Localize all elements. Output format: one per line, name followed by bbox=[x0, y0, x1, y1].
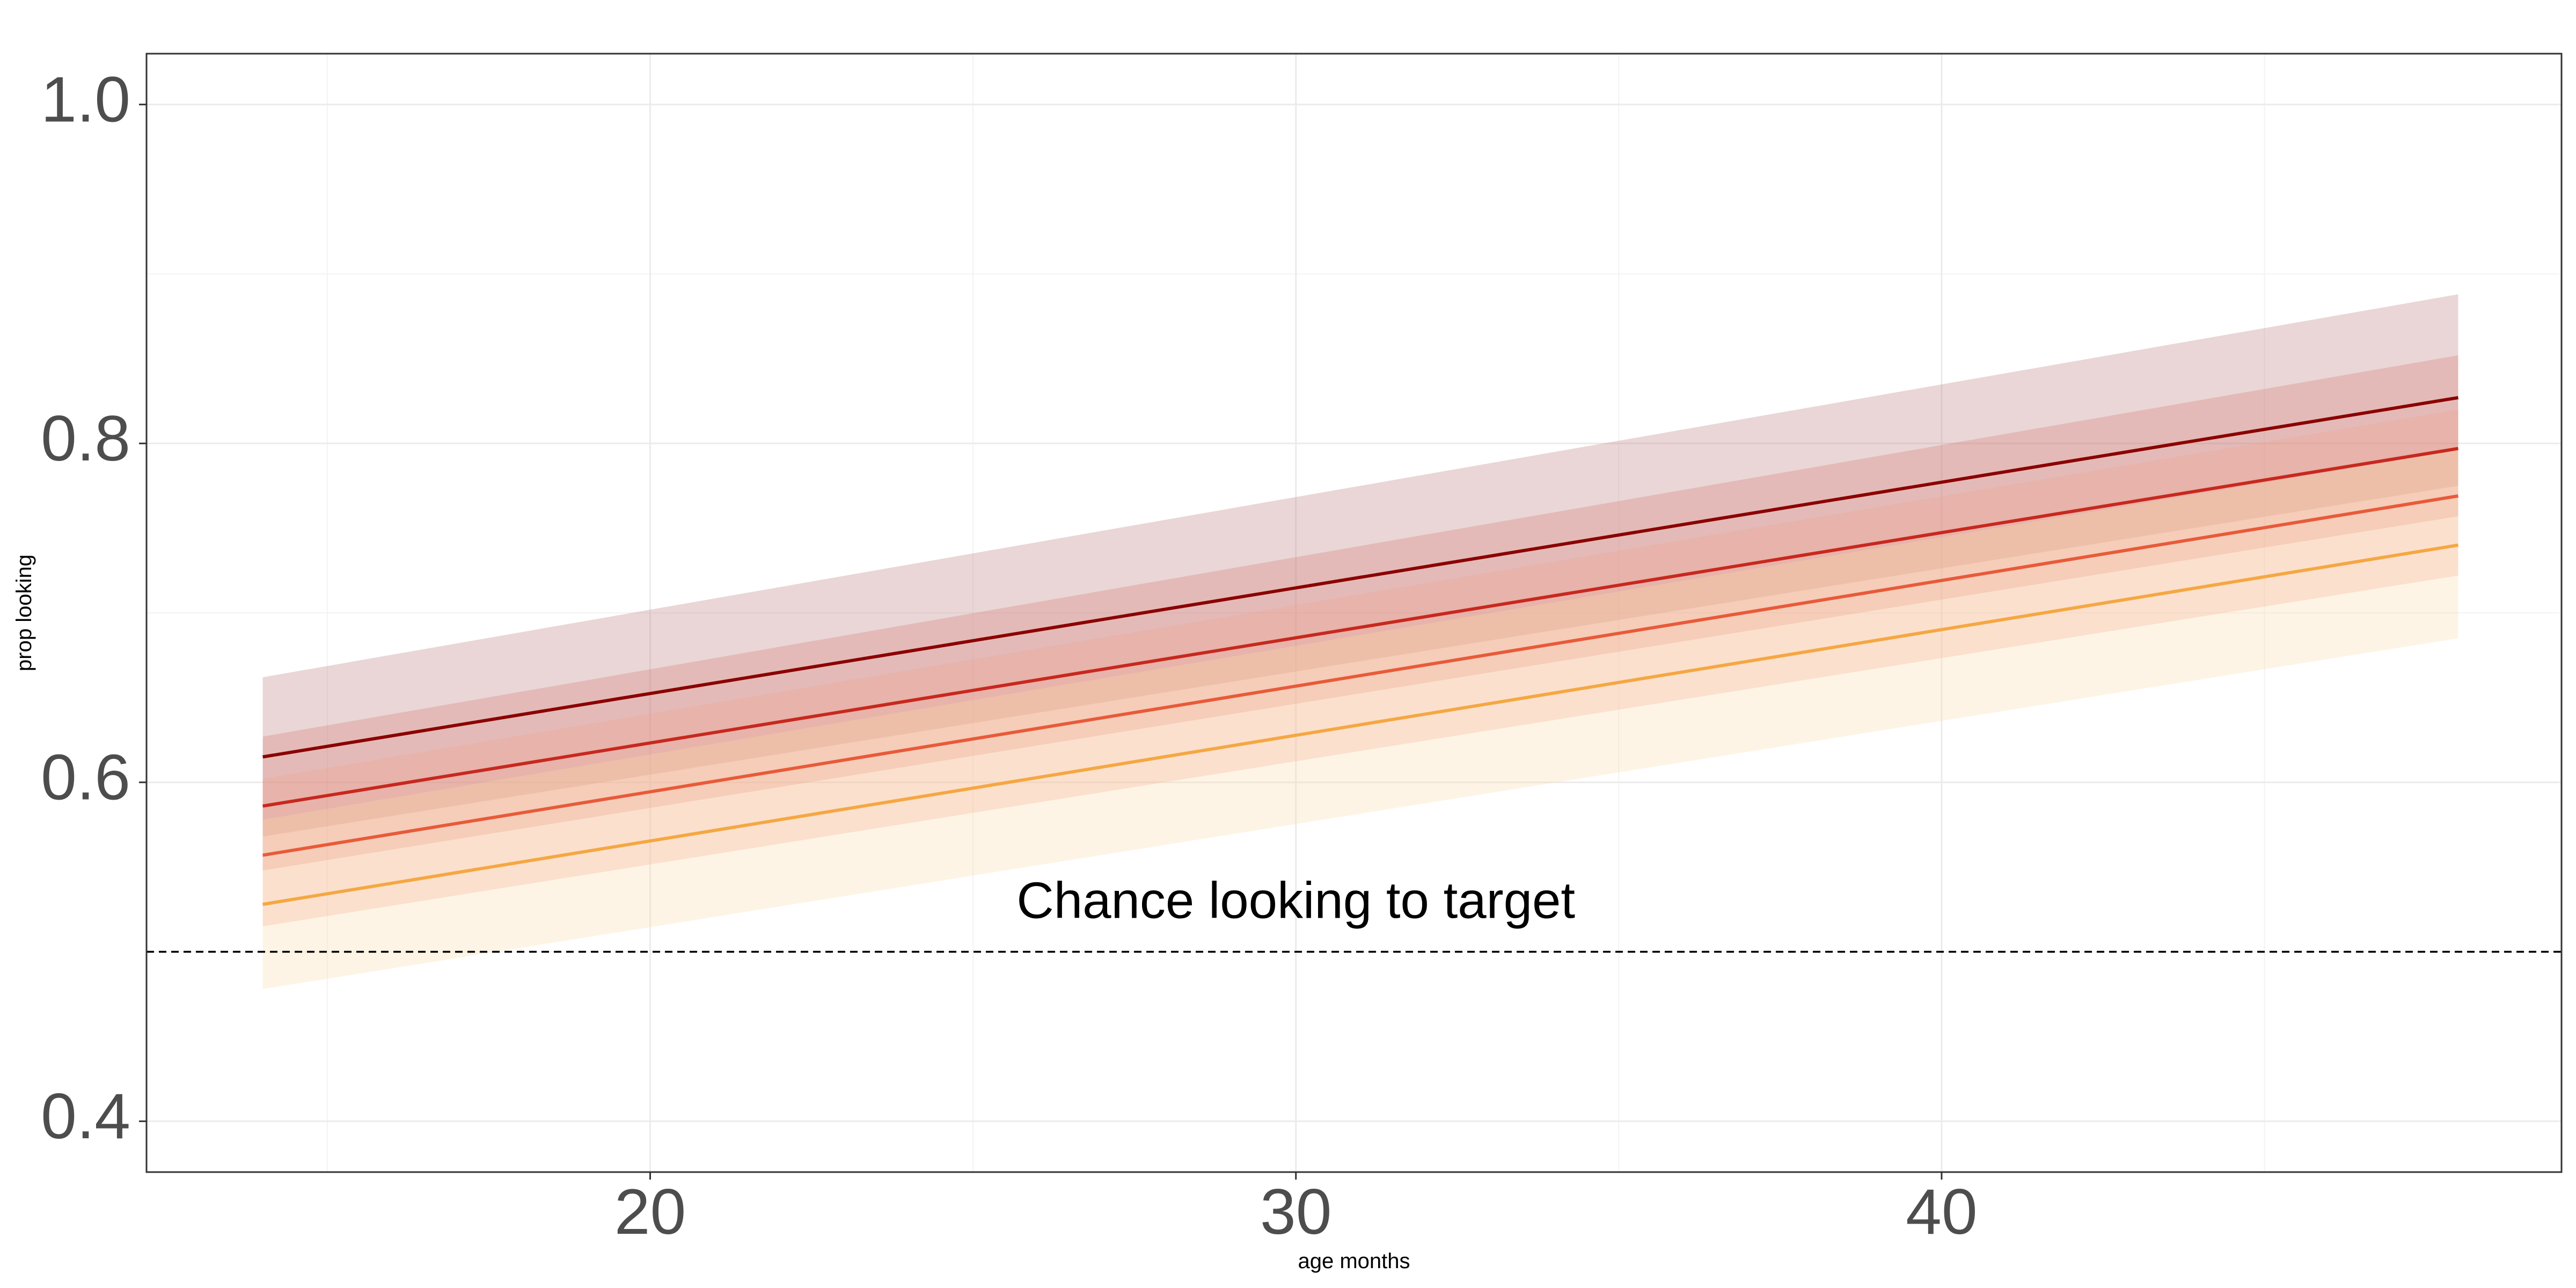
y-axis-ticks: 0.4 0.6 0.8 1.0 bbox=[41, 63, 147, 1152]
x-tick-label: 20 bbox=[614, 1176, 686, 1248]
x-axis-ticks: 20 30 40 bbox=[614, 1172, 1978, 1248]
series-line-2 bbox=[262, 447, 2458, 808]
y-tick-label: 0.4 bbox=[41, 1080, 130, 1152]
series-line-1 bbox=[262, 396, 2458, 759]
confidence-band-1 bbox=[262, 294, 2458, 837]
series-lines bbox=[262, 396, 2458, 906]
x-tick-label: 40 bbox=[1906, 1176, 1977, 1248]
confidence-band-2 bbox=[262, 355, 2458, 870]
x-axis-label: age months bbox=[1298, 1249, 1410, 1273]
panel-border bbox=[145, 53, 2563, 1173]
chance-annotation: Chance looking to target bbox=[1016, 872, 1575, 929]
y-tick-label: 0.8 bbox=[41, 402, 130, 474]
x-tick-label: 30 bbox=[1260, 1176, 1331, 1248]
y-tick-label: 1.0 bbox=[41, 63, 130, 135]
series-line-4 bbox=[262, 543, 2458, 906]
y-axis-label: prop looking bbox=[12, 554, 36, 671]
major-gridlines bbox=[147, 54, 2562, 1172]
series-line-3 bbox=[262, 494, 2458, 857]
y-tick-label: 0.6 bbox=[41, 741, 130, 813]
